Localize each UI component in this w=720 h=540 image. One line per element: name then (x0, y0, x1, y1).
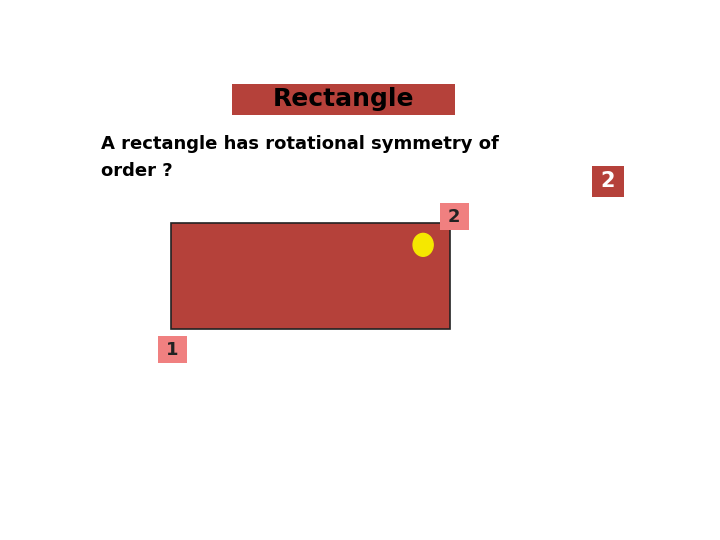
FancyBboxPatch shape (233, 84, 456, 114)
Text: 2: 2 (448, 207, 461, 226)
Text: A rectangle has rotational symmetry of
order ?: A rectangle has rotational symmetry of o… (101, 136, 499, 180)
FancyBboxPatch shape (171, 223, 450, 329)
FancyBboxPatch shape (440, 203, 469, 230)
Text: 1: 1 (166, 341, 179, 359)
FancyBboxPatch shape (592, 166, 624, 197)
FancyBboxPatch shape (158, 336, 187, 363)
Text: 2: 2 (600, 171, 615, 191)
Ellipse shape (413, 233, 433, 256)
Text: Rectangle: Rectangle (273, 87, 415, 111)
